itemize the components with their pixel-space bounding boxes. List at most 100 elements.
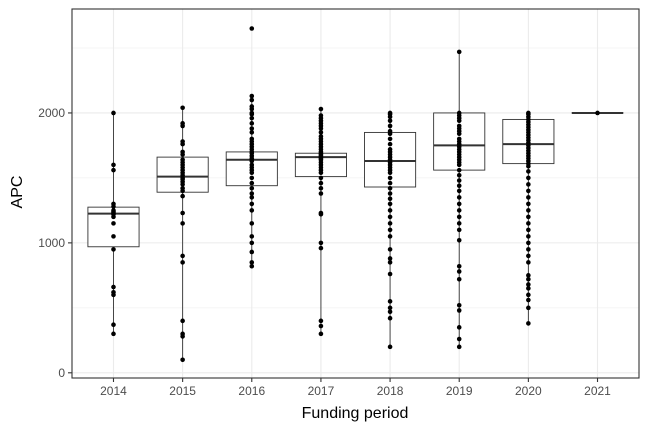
data-point-2020 — [526, 297, 531, 303]
data-point-2019 — [456, 162, 462, 168]
data-point-2018 — [387, 227, 393, 233]
data-point-2014 — [111, 167, 116, 173]
data-point-2017 — [318, 175, 324, 181]
data-point-2019 — [456, 183, 462, 189]
data-point-2016 — [249, 175, 255, 181]
data-point-2019 — [456, 49, 462, 55]
data-point-2020 — [526, 305, 531, 311]
x-tick-label: 2021 — [584, 384, 611, 398]
data-point-2014 — [111, 214, 116, 220]
data-point-2018 — [387, 131, 393, 137]
data-point-2016 — [249, 170, 255, 176]
data-point-2018 — [387, 114, 393, 120]
data-point-2019 — [456, 302, 462, 308]
data-point-2014 — [111, 234, 116, 239]
data-point-2019 — [456, 237, 462, 243]
data-point-2016 — [249, 121, 255, 126]
data-point-2016 — [249, 158, 255, 164]
data-point-2016 — [249, 106, 255, 112]
data-point-2018 — [387, 260, 393, 265]
data-point-2017 — [318, 245, 324, 251]
data-point-2015 — [180, 334, 185, 339]
data-point-2017 — [318, 186, 324, 191]
data-point-2020 — [526, 286, 531, 291]
data-point-2020 — [526, 292, 531, 298]
data-point-2016 — [249, 240, 255, 246]
data-point-2018 — [387, 305, 393, 311]
data-point-2017 — [318, 323, 324, 329]
data-point-2014 — [111, 331, 116, 337]
data-point-2019 — [456, 336, 462, 342]
data-point-2019 — [456, 221, 462, 226]
y-axis-ticks: 0 1000 2000 — [38, 106, 72, 380]
y-tick-label: 1000 — [38, 236, 65, 250]
data-point-2019 — [456, 269, 462, 274]
data-point-2020 — [526, 214, 531, 220]
data-point-2015 — [180, 182, 185, 187]
data-point-2018 — [387, 299, 393, 304]
data-point-2018 — [387, 247, 393, 252]
data-point-2015 — [180, 152, 185, 157]
data-point-2020 — [526, 260, 531, 265]
data-point-2019 — [456, 188, 462, 194]
data-point-2017 — [318, 106, 324, 112]
data-point-2018 — [387, 315, 393, 321]
data-point-2017 — [318, 211, 324, 217]
x-tick-label: 2020 — [515, 384, 542, 398]
data-point-2017 — [318, 331, 324, 337]
data-point-2019 — [456, 308, 462, 313]
data-point-2018 — [387, 271, 393, 277]
data-point-2020 — [526, 227, 531, 233]
data-point-2019 — [456, 118, 462, 124]
y-tick-label: 2000 — [38, 106, 65, 120]
data-point-2018 — [387, 196, 393, 201]
x-tick-label: 2018 — [377, 384, 404, 398]
data-point-2018 — [387, 170, 393, 176]
data-point-2018 — [387, 234, 393, 239]
data-point-2015 — [180, 123, 185, 129]
data-point-2020 — [526, 234, 531, 239]
data-point-2018 — [387, 186, 393, 191]
data-point-2018 — [387, 256, 393, 261]
data-point-2020 — [526, 276, 531, 282]
data-point-2017 — [318, 180, 324, 186]
data-point-2021 — [595, 110, 600, 116]
data-point-2016 — [249, 111, 255, 117]
data-point-2020 — [526, 273, 531, 278]
data-point-2018 — [387, 191, 393, 196]
data-point-2020 — [526, 188, 531, 194]
data-point-2016 — [249, 115, 255, 121]
data-point-2017 — [318, 130, 324, 135]
data-point-2014 — [111, 247, 116, 252]
data-point-2020 — [526, 195, 531, 200]
data-point-2015 — [180, 260, 185, 265]
data-point-2017 — [318, 318, 324, 324]
x-tick-label: 2015 — [169, 384, 196, 398]
data-point-2016 — [249, 186, 255, 191]
data-point-2016 — [249, 234, 255, 239]
x-tick-label: 2017 — [308, 384, 335, 398]
data-point-2016 — [249, 97, 255, 103]
data-point-2018 — [387, 136, 393, 142]
data-point-2020 — [526, 240, 531, 246]
data-point-2018 — [387, 201, 393, 207]
data-point-2016 — [249, 221, 255, 226]
data-point-2020 — [526, 282, 531, 287]
data-point-2019 — [456, 195, 462, 200]
data-point-2019 — [456, 131, 462, 137]
data-point-2015 — [180, 253, 185, 259]
data-point-2015 — [180, 318, 185, 324]
gridlines — [72, 9, 639, 378]
data-point-2019 — [456, 344, 462, 350]
data-point-2014 — [111, 284, 116, 290]
data-point-2017 — [318, 126, 324, 131]
data-point-2019 — [456, 201, 462, 207]
data-point-2015 — [180, 105, 185, 111]
x-axis-title: Funding period — [302, 405, 409, 422]
panel-border — [71, 8, 640, 379]
data-point-2018 — [387, 141, 393, 147]
data-point-2018 — [387, 180, 393, 186]
data-point-2018 — [387, 214, 393, 220]
data-point-2019 — [456, 178, 462, 183]
